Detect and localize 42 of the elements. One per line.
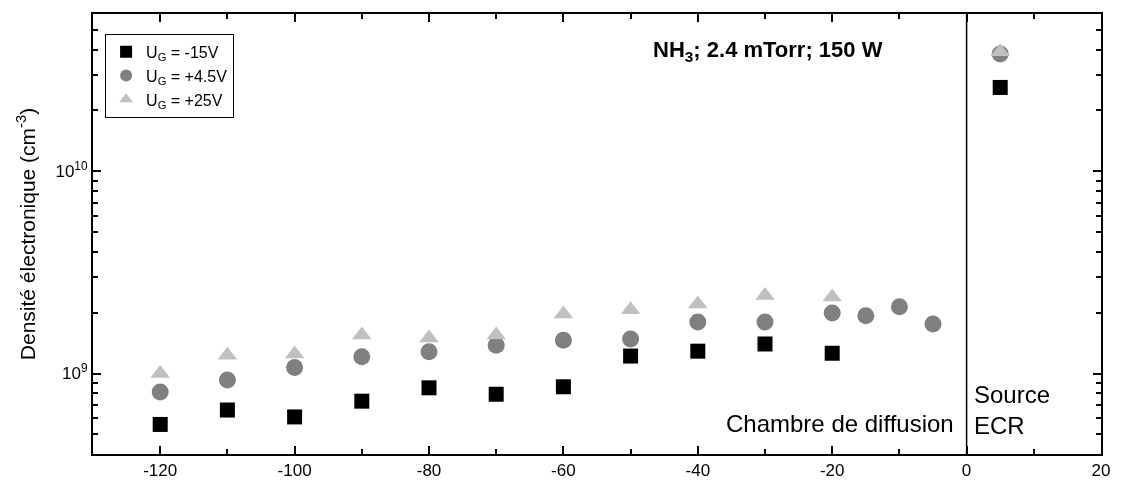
point bbox=[623, 348, 639, 364]
x-tick-label: -60 bbox=[551, 461, 576, 481]
point bbox=[151, 383, 169, 401]
point bbox=[554, 331, 572, 349]
x-tick-label: 20 bbox=[1091, 461, 1111, 481]
point bbox=[488, 386, 504, 402]
point bbox=[690, 343, 706, 359]
point bbox=[555, 379, 571, 395]
point bbox=[420, 343, 438, 361]
legend-label: U$_{G}$ = -15V bbox=[146, 43, 219, 64]
x-tick-label: -40 bbox=[685, 461, 711, 481]
point bbox=[756, 313, 774, 331]
point bbox=[857, 307, 875, 325]
point bbox=[152, 416, 168, 432]
point bbox=[890, 298, 908, 316]
y-tick-label: 10$^{9}$ bbox=[62, 361, 88, 384]
annotation: Source ECR bbox=[974, 381, 1051, 440]
point bbox=[353, 348, 371, 366]
x-tick-label: 0 bbox=[961, 461, 972, 481]
legend-label: U$_{G}$ = +25V bbox=[146, 91, 223, 111]
point bbox=[354, 393, 370, 409]
point bbox=[622, 330, 640, 348]
x-tick-label: -120 bbox=[143, 461, 178, 481]
annotation: NH$_{3}$; 2.4 mTorr; 150 W bbox=[653, 37, 883, 65]
y-tick-label: 10$^{10}$ bbox=[55, 159, 88, 182]
point bbox=[286, 359, 304, 377]
point bbox=[287, 409, 303, 425]
point bbox=[419, 329, 439, 343]
annotation: Chambre de diffusion bbox=[726, 410, 954, 437]
point bbox=[757, 336, 773, 352]
point bbox=[421, 380, 437, 396]
point bbox=[924, 315, 942, 333]
point bbox=[219, 402, 235, 418]
x-tick-label: -80 bbox=[416, 461, 442, 481]
point bbox=[823, 304, 841, 322]
x-tick-label: -100 bbox=[277, 461, 312, 481]
point bbox=[689, 313, 707, 331]
point bbox=[218, 371, 236, 389]
point bbox=[992, 79, 1008, 95]
point bbox=[824, 345, 840, 361]
legend-label: U$_{G}$ = +4.5V bbox=[146, 67, 228, 88]
x-tick-label: -20 bbox=[819, 461, 845, 481]
